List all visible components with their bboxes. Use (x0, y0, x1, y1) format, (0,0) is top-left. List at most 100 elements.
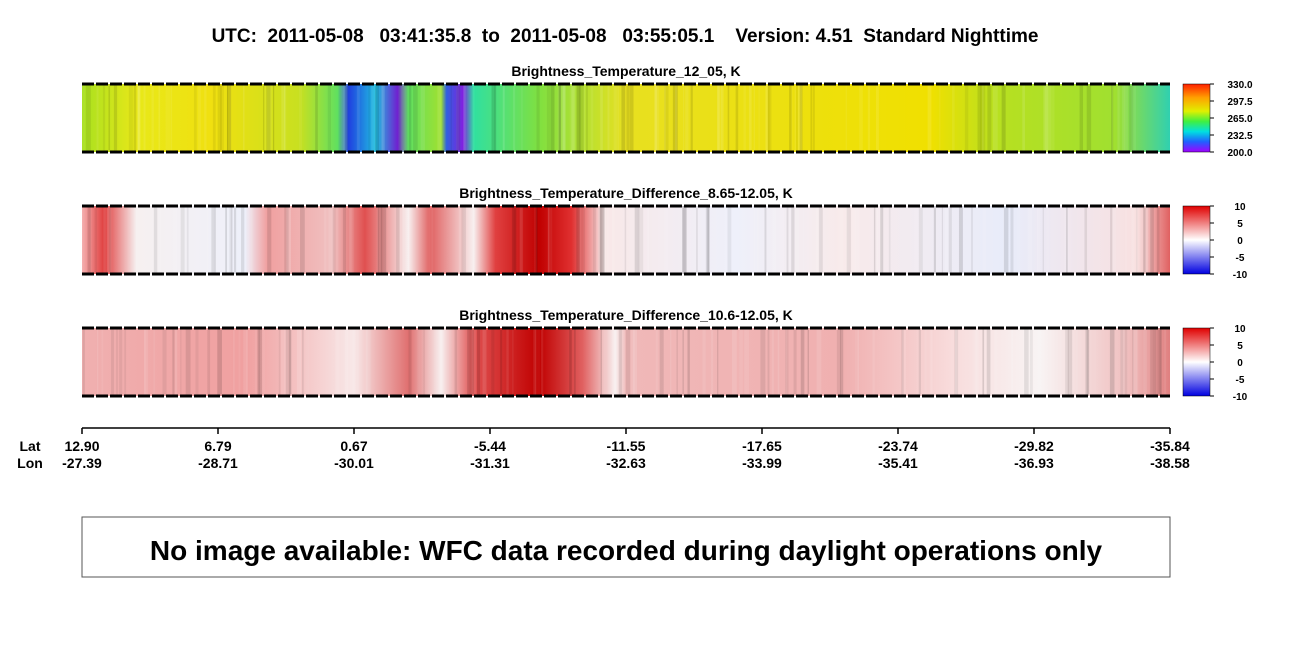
strip-texture (902, 328, 906, 396)
strip-texture (727, 206, 732, 274)
strip-texture (380, 206, 386, 274)
strip-texture (1121, 328, 1125, 396)
strip-texture (611, 328, 614, 396)
colorbar-label: 330.0 (1227, 80, 1252, 91)
lon-value: -32.63 (606, 455, 646, 471)
strip-texture (748, 84, 752, 152)
strip-texture (974, 328, 979, 396)
strip-texture (211, 206, 216, 274)
strip-texture (491, 328, 495, 396)
strip-texture (520, 84, 523, 152)
colorbar-label: 297.5 (1227, 97, 1252, 108)
lon-value: -36.93 (1014, 455, 1054, 471)
strip-texture (1086, 84, 1092, 152)
strip-texture (1131, 84, 1137, 152)
colorbar-label: -10 (1233, 392, 1248, 403)
strip-texture (332, 206, 336, 274)
lat-value: -29.82 (1014, 438, 1054, 454)
strip-texture (1152, 328, 1157, 396)
strip-texture (231, 206, 234, 274)
strip-texture (219, 84, 224, 152)
strip-texture (519, 206, 523, 274)
strip-texture (300, 206, 305, 274)
strip-texture (663, 84, 667, 152)
colorbar (1182, 327, 1211, 397)
strip-texture (1064, 206, 1069, 274)
strip-texture (571, 84, 576, 152)
strip-texture (153, 206, 158, 274)
strip-texture (477, 328, 481, 396)
strip-texture (772, 206, 777, 274)
strip-texture (540, 328, 544, 396)
strip-texture (206, 206, 209, 274)
strip-texture (930, 328, 933, 396)
strip-texture (716, 84, 720, 152)
strip-texture (690, 84, 693, 152)
strip-texture (576, 206, 580, 274)
strip-texture (456, 84, 460, 152)
strip-texture (982, 328, 985, 396)
strip-texture (198, 84, 202, 152)
strip-texture (180, 328, 182, 396)
strip-texture (794, 206, 800, 274)
strip-texture (625, 328, 631, 396)
colorbar-label: 265.0 (1227, 114, 1252, 125)
strip-texture (1010, 206, 1014, 274)
strip-texture (242, 84, 245, 152)
strip-texture (682, 206, 687, 274)
strip-texture (456, 84, 461, 152)
strip-texture (342, 206, 347, 274)
strip-texture (185, 328, 191, 396)
strip-texture (511, 206, 517, 274)
panel-title: Brightness_Temperature_Difference_10.6-1… (459, 307, 793, 323)
strip-texture (1046, 328, 1048, 396)
strip-texture (791, 206, 795, 274)
strip-texture (296, 328, 302, 396)
strip-texture (401, 84, 407, 152)
strip-texture (365, 328, 371, 396)
strip-texture (765, 84, 768, 152)
strip-texture (1029, 328, 1033, 396)
strip-texture (534, 328, 537, 396)
strip-texture (592, 206, 597, 274)
strip-texture (512, 84, 516, 152)
strip-texture (1124, 328, 1128, 396)
strip-texture (590, 84, 594, 152)
strip-texture (428, 206, 434, 274)
strip-texture (1094, 328, 1096, 396)
strip-texture (938, 84, 941, 152)
strip-texture (243, 328, 248, 396)
strip-texture (739, 328, 743, 396)
strip-texture (816, 328, 822, 396)
strip-texture (1042, 206, 1044, 274)
colorbar-label: 5 (1237, 219, 1243, 230)
strip-texture (807, 328, 809, 396)
colorbar-label: 5 (1237, 341, 1243, 352)
strip-texture (579, 206, 582, 274)
strip-texture (94, 206, 97, 274)
colorbar (1182, 205, 1211, 275)
strip-texture (785, 328, 787, 396)
strip-texture (753, 206, 756, 274)
strip-texture (987, 84, 992, 152)
strip-texture (305, 328, 310, 396)
strip-texture (1132, 328, 1138, 396)
strip-texture (336, 206, 339, 274)
strip-texture (621, 328, 625, 396)
lon-value: -28.71 (198, 455, 238, 471)
strip-texture (1079, 84, 1084, 152)
strip-texture (562, 84, 566, 152)
strip-texture (469, 328, 474, 396)
strip-texture (955, 328, 958, 396)
strip-texture (159, 206, 162, 274)
strip-texture (158, 84, 161, 152)
strip-texture (502, 84, 505, 152)
strip-texture (767, 84, 770, 152)
strip-texture (877, 206, 883, 274)
panel-title: Brightness_Temperature_12_05, K (511, 63, 740, 79)
strip-texture (266, 84, 272, 152)
strip-texture (532, 328, 537, 396)
strip-texture (1036, 206, 1041, 274)
strip-texture (818, 206, 823, 274)
strip-texture (357, 328, 359, 396)
